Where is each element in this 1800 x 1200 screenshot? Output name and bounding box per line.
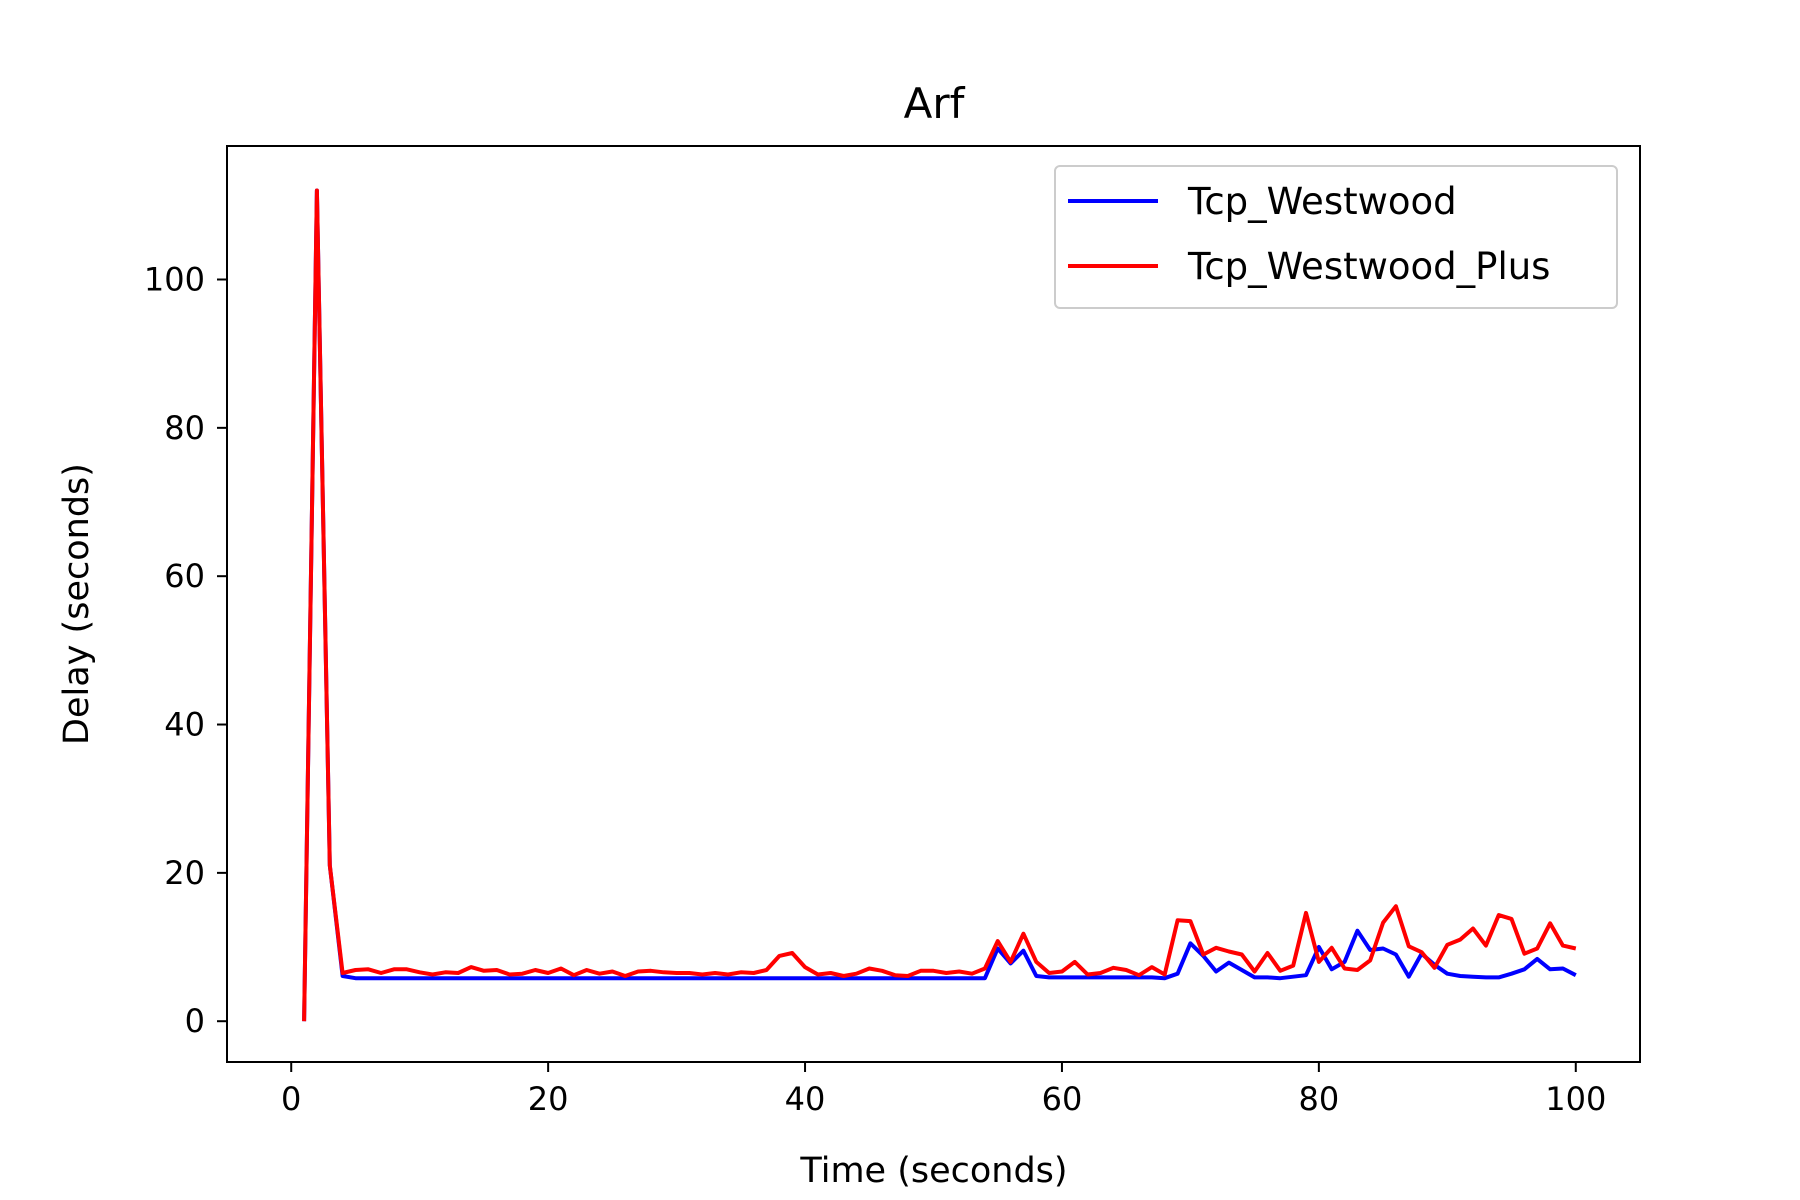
x-tick-label: 0 (281, 1080, 301, 1118)
y-tick-label: 40 (164, 706, 205, 744)
series-layer (302, 188, 1577, 1022)
x-tick-label: 80 (1299, 1080, 1340, 1118)
x-tick-label: 20 (528, 1080, 569, 1118)
x-tick-label: 40 (785, 1080, 826, 1118)
y-tick-label: 80 (164, 409, 205, 447)
legend-label-tcp-westwood: Tcp_Westwood (1187, 180, 1457, 223)
y-tick-label: 100 (144, 261, 205, 299)
x-tick-label: 100 (1545, 1080, 1606, 1118)
series-line-tcp-westwood (302, 188, 1577, 1022)
series-line-tcp-westwood-plus (302, 188, 1577, 1022)
x-axis-label: Time (seconds) (799, 1151, 1067, 1191)
legend: Tcp_Westwood Tcp_Westwood_Plus (1054, 165, 1618, 309)
plot-frame (226, 145, 1641, 1063)
y-tick-label: 60 (164, 557, 205, 595)
y-axis: 0 20 40 60 80 100 (144, 261, 227, 1040)
x-tick-label: 60 (1042, 1080, 1083, 1118)
chart-title: Arf (904, 79, 966, 128)
y-axis-label: Delay (seconds) (57, 463, 97, 745)
legend-label-tcp-westwood-plus: Tcp_Westwood_Plus (1187, 245, 1550, 288)
y-tick-label: 0 (185, 1002, 205, 1040)
legend-box (1054, 165, 1618, 309)
y-tick-label: 20 (164, 854, 205, 892)
x-axis: 0 20 40 60 80 100 (281, 1062, 1606, 1118)
